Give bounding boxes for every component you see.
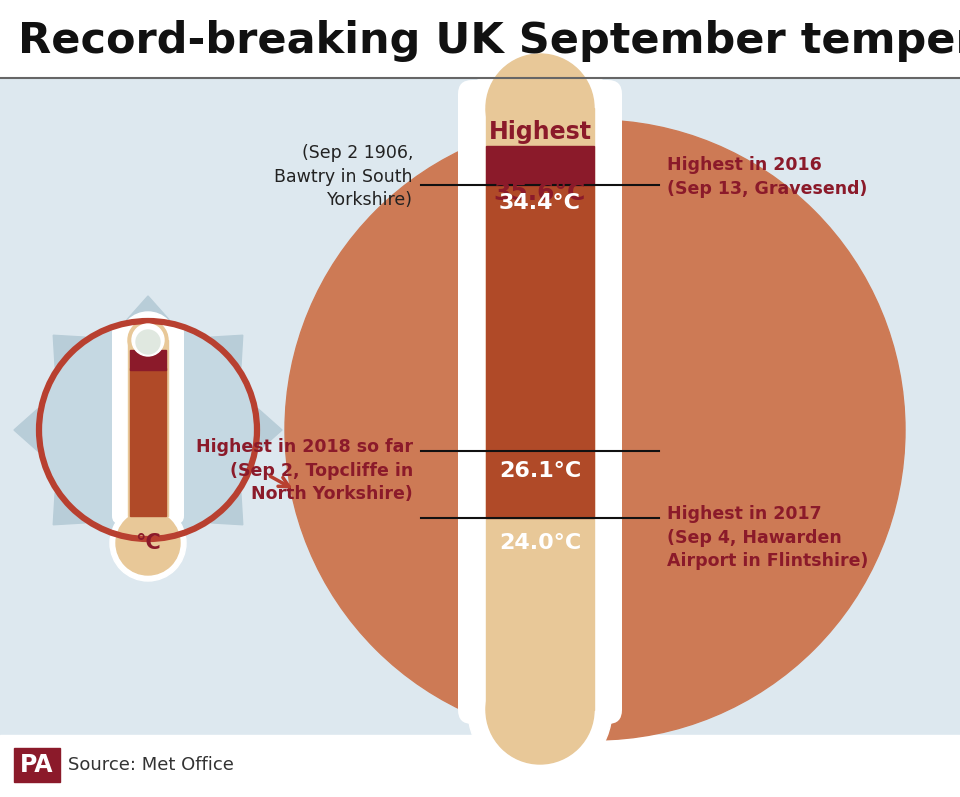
Circle shape: [132, 324, 164, 356]
Circle shape: [40, 322, 256, 538]
Circle shape: [285, 120, 905, 740]
Circle shape: [128, 320, 168, 360]
Text: 35.6°C: 35.6°C: [493, 181, 587, 205]
Text: 24.0°C: 24.0°C: [499, 533, 581, 553]
Text: Source: Met Office: Source: Met Office: [68, 756, 234, 774]
Circle shape: [120, 312, 176, 368]
Bar: [486, 147, 594, 185]
Text: 26.1°C: 26.1°C: [499, 461, 581, 481]
Circle shape: [136, 330, 160, 354]
Polygon shape: [53, 493, 85, 524]
Polygon shape: [14, 409, 38, 451]
Bar: [486, 185, 594, 518]
Text: Highest in 2017
(Sep 4, Hawarden
Airport in Flintshire): Highest in 2017 (Sep 4, Hawarden Airport…: [667, 505, 869, 571]
Polygon shape: [53, 336, 85, 367]
Bar: [130, 368, 166, 516]
Bar: [0, 78, 960, 735]
Circle shape: [486, 656, 594, 764]
Circle shape: [110, 505, 186, 581]
Text: Highest in 2018 so far
(Sep 2, Topcliffe in
North Yorkshire): Highest in 2018 so far (Sep 2, Topcliffe…: [196, 438, 413, 503]
Bar: [130, 350, 166, 370]
Text: 34.4°C: 34.4°C: [499, 193, 581, 213]
FancyBboxPatch shape: [112, 324, 184, 524]
Text: PA: PA: [20, 753, 54, 777]
Circle shape: [468, 638, 612, 782]
Text: Record-breaking UK September temperatures: Record-breaking UK September temperature…: [18, 20, 960, 61]
Text: Highest in 2016
(Sep 13, Gravesend): Highest in 2016 (Sep 13, Gravesend): [667, 156, 868, 198]
Circle shape: [116, 511, 180, 575]
Polygon shape: [210, 493, 243, 524]
Circle shape: [486, 54, 594, 162]
Circle shape: [472, 40, 608, 176]
Bar: [0, 0, 960, 78]
Text: Highest
ever: Highest ever: [489, 120, 591, 172]
Polygon shape: [127, 540, 169, 564]
Text: (Sep 2 1906,
Bawtry in South
Yorkshire): (Sep 2 1906, Bawtry in South Yorkshire): [275, 144, 413, 210]
Polygon shape: [210, 336, 243, 367]
FancyBboxPatch shape: [458, 80, 622, 724]
Polygon shape: [127, 296, 169, 320]
Bar: [486, 108, 594, 710]
Bar: [128, 340, 168, 516]
Bar: [14, 748, 60, 782]
Polygon shape: [258, 409, 282, 451]
Text: °C: °C: [135, 533, 161, 553]
Bar: [0, 735, 960, 797]
